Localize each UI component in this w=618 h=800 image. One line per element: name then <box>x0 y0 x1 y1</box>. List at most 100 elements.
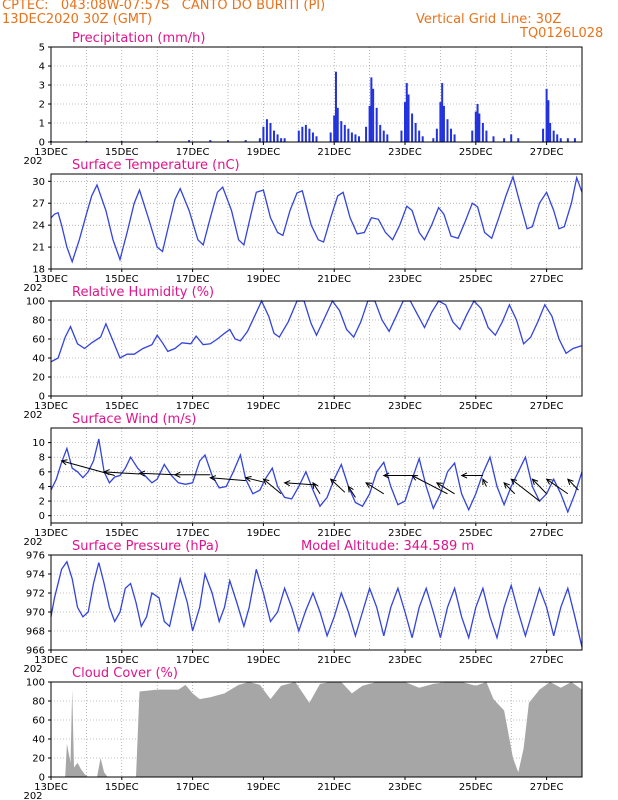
wind-arrow-shaft <box>503 482 516 495</box>
precip-bar <box>244 140 247 142</box>
press-xtick-label: 25DEC <box>459 655 493 666</box>
cloud-frame <box>50 681 583 778</box>
wind-xtick-label: 21DEC <box>317 528 351 539</box>
wind-arrow-shaft <box>347 486 356 498</box>
cloud-ytick-label: 40 <box>32 735 45 746</box>
header-model-code: TQ0126L028 <box>520 26 604 41</box>
precip-bar <box>442 105 445 142</box>
rh-xtick-label: 15DEC <box>105 401 139 412</box>
press-frame <box>50 554 583 651</box>
temp-xtick-label: 13DEC <box>34 274 68 285</box>
wind-arrow-head <box>510 478 518 485</box>
precip-bar <box>549 123 552 142</box>
wind-arrow-shaft <box>510 478 540 502</box>
wind-arrow-head <box>365 482 373 489</box>
precip-bar <box>370 77 373 142</box>
wind-ytick-label: 10 <box>32 438 45 449</box>
header-location: CPTEC: 043:08W-07:57S CANTO DO BURITI (P… <box>2 0 326 13</box>
precip-frame <box>50 46 583 143</box>
wind-ytick-label: 0 <box>39 511 45 522</box>
precip-bar <box>265 119 268 142</box>
wind-arrow-shaft <box>284 482 317 486</box>
precip-xtick-label: 17DEC <box>176 147 210 158</box>
precip-bar <box>372 88 375 142</box>
precip-bar <box>439 102 442 142</box>
wind-arrow-head <box>411 474 419 481</box>
wind-panel: 0 2 4 6 8 10 13DEC 15DEC 17DEC 19DEC 21DEC 23DEC 25D… <box>23 412 583 548</box>
wind-arrow-head <box>329 478 337 485</box>
wind-arrow-head <box>435 482 443 489</box>
rh-ytick-label: 0 <box>39 392 45 403</box>
temp-ytick-label: 18 <box>32 265 45 276</box>
wind-arrow-head <box>138 470 146 477</box>
wind-arrow-head <box>312 481 319 489</box>
press-annotation: Model Altitude: 344.589 m <box>301 539 474 554</box>
precip-bar <box>432 138 435 142</box>
precip-ytick-label: 0 <box>39 138 45 149</box>
temp-ytick-label: 21 <box>32 243 45 254</box>
precip-ytick-label: 1 <box>39 119 45 130</box>
header-grid-note: Vertical Grid Line: 30Z <box>416 12 562 27</box>
press-year-fragment: 202 <box>23 664 42 675</box>
precip-bar <box>347 128 350 142</box>
wind-ytick-label: 2 <box>39 497 45 508</box>
rh-xtick-label: 27DEC <box>530 401 564 412</box>
wind-arrow-shaft <box>312 482 321 495</box>
cloud-ytick-label: 0 <box>39 773 45 784</box>
press-xtick-label: 17DEC <box>176 655 210 666</box>
press-xtick-label: 19DEC <box>247 655 281 666</box>
precip-bar <box>418 130 421 142</box>
precip-bar <box>301 126 304 142</box>
rh-ytick-label: 80 <box>32 316 45 327</box>
wind-arrow-head <box>545 478 553 485</box>
wind-arrow-head <box>209 475 217 482</box>
press-panel: 966 968 970 972 974 976 13DEC 15DEC 17DEC 19DEC 21… <box>23 539 583 675</box>
wind-title: Surface Wind (m/s) <box>72 412 196 427</box>
wind-year-fragment: 202 <box>23 537 42 548</box>
precip-bar <box>308 128 311 142</box>
wind-arrow-shaft <box>567 478 579 491</box>
precip-bar <box>333 115 336 142</box>
cloud-xtick-label: 23DEC <box>388 782 422 793</box>
precip-bar <box>283 138 286 142</box>
rh-xtick-label: 25DEC <box>459 401 493 412</box>
precip-bar <box>405 83 408 142</box>
precip-bar <box>542 128 545 142</box>
precip-bar <box>552 130 555 142</box>
precip-bar <box>404 102 406 142</box>
precip-bar <box>510 134 513 142</box>
precip-bar <box>350 132 353 142</box>
wind-arrow-shaft <box>139 472 175 476</box>
rh-xtick-label: 17DEC <box>176 401 210 412</box>
wind-arrow-shaft <box>263 478 282 495</box>
precip-bar <box>209 140 212 142</box>
precip-bar <box>315 136 318 142</box>
rh-ytick-label: 60 <box>32 335 45 346</box>
precip-bar <box>188 140 191 142</box>
rh-xtick-label: 19DEC <box>247 401 281 412</box>
precip-xtick-label: 21DEC <box>317 147 351 158</box>
cloud-title: Cloud Cover (%) <box>72 666 178 681</box>
temp-frame <box>50 173 583 270</box>
rh-xtick-label: 21DEC <box>317 401 351 412</box>
precip-bar <box>273 130 276 142</box>
precip-bar <box>559 138 562 142</box>
rh-ytick-label: 20 <box>32 373 45 384</box>
precip-bar <box>503 138 506 142</box>
precip-ytick-label: 2 <box>39 100 45 111</box>
precip-bar <box>297 130 300 142</box>
precip-ytick-label: 3 <box>39 81 45 92</box>
precip-bar <box>354 134 357 142</box>
wind-arrow-shaft <box>411 475 448 495</box>
wind-xtick-label: 27DEC <box>530 528 564 539</box>
precip-title: Precipitation (mm/h) <box>72 31 205 46</box>
precip-bar <box>340 121 343 142</box>
temp-xtick-label: 17DEC <box>176 274 210 285</box>
precip-ytick-label: 4 <box>39 62 45 73</box>
precip-bar <box>311 132 314 142</box>
wind-arrow-shaft <box>546 478 569 495</box>
temp-ytick-label: 30 <box>32 177 45 188</box>
precip-bar <box>453 134 456 142</box>
precip-bar <box>481 123 484 142</box>
precip-bar <box>227 140 229 142</box>
